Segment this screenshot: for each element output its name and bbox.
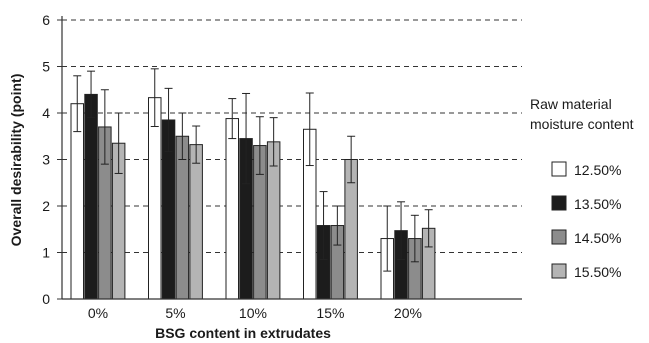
y-tick-label: 6 bbox=[42, 12, 50, 28]
x-tick-label: 0% bbox=[88, 305, 108, 321]
legend-swatch bbox=[551, 195, 567, 211]
y-tick-label: 3 bbox=[42, 152, 50, 168]
x-tick-labels: 0% 5% 10% 15% 20% bbox=[88, 305, 422, 321]
x-axis-title: BSG content in extrudates bbox=[155, 325, 331, 341]
y-axis-title: Overall desirability (point) bbox=[8, 74, 24, 247]
x-tick-label: 5% bbox=[165, 305, 185, 321]
y-tick-label: 1 bbox=[42, 245, 50, 261]
x-tick-label: 20% bbox=[394, 305, 422, 321]
bar bbox=[175, 135, 190, 300]
bar bbox=[148, 97, 162, 300]
legend-label: 15.50% bbox=[574, 264, 621, 280]
x-tick-label: 15% bbox=[316, 305, 344, 321]
legend-title-line: Raw material bbox=[530, 96, 612, 112]
y-tick-labels: 0 1 2 3 4 5 6 bbox=[42, 12, 50, 307]
y-tick-label: 5 bbox=[42, 59, 50, 75]
bar bbox=[189, 144, 203, 300]
legend: 12.50% 13.50% 14.50% 15.50% bbox=[551, 161, 621, 280]
bar bbox=[225, 118, 239, 300]
legend-swatch bbox=[551, 161, 567, 177]
legend-label: 12.50% bbox=[574, 162, 621, 178]
axes bbox=[57, 16, 522, 300]
legend-title-line: moisture content bbox=[530, 116, 634, 132]
bar bbox=[70, 103, 84, 300]
y-tick-label: 4 bbox=[42, 105, 50, 121]
legend-swatch bbox=[551, 229, 567, 245]
legend-label: 13.50% bbox=[574, 196, 621, 212]
legend-swatch bbox=[551, 263, 567, 279]
x-tick-label: 10% bbox=[239, 305, 267, 321]
bars bbox=[70, 68, 436, 300]
legend-label: 14.50% bbox=[574, 230, 621, 246]
gridlines bbox=[62, 19, 522, 253]
bar bbox=[84, 93, 98, 300]
y-tick-label: 2 bbox=[42, 198, 50, 214]
y-tick-label: 0 bbox=[42, 291, 50, 307]
legend-title: Raw material moisture content bbox=[530, 96, 634, 132]
